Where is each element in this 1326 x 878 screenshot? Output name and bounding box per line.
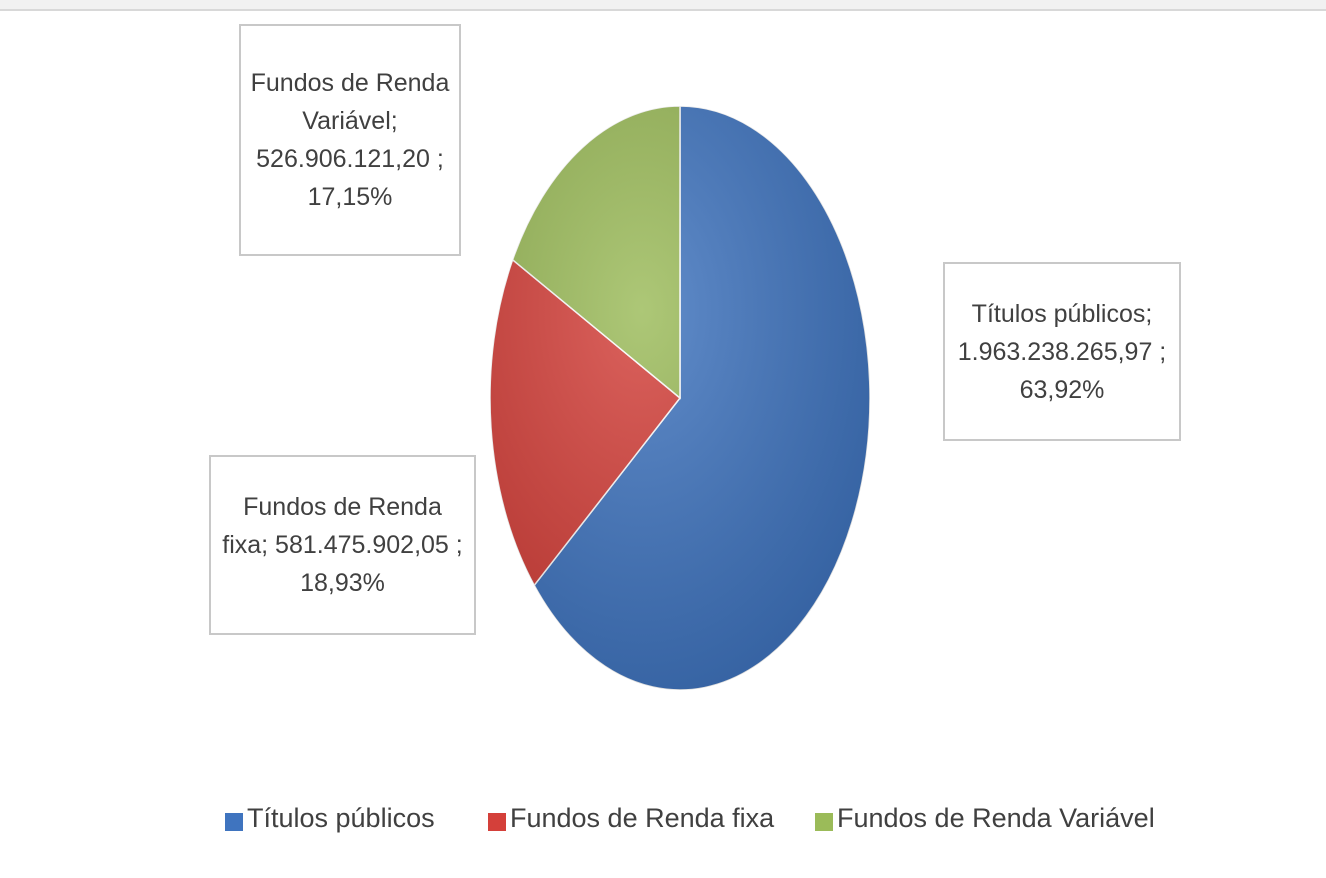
legend-label: Fundos de Renda fixa <box>510 803 775 833</box>
legend-label: Títulos públicos <box>247 803 435 833</box>
legend-marker <box>815 813 833 831</box>
header-strip <box>0 0 1326 10</box>
legend-marker <box>225 813 243 831</box>
data-label: Fundos de Renda Variável; 526.906.121,20… <box>239 24 461 256</box>
data-label: Títulos públicos; 1.963.238.265,97 ; 63,… <box>943 262 1181 441</box>
data-label: Fundos de Renda fixa; 581.475.902,05 ; 1… <box>209 455 476 635</box>
legend-marker <box>488 813 506 831</box>
legend-label: Fundos de Renda Variável <box>837 803 1155 833</box>
